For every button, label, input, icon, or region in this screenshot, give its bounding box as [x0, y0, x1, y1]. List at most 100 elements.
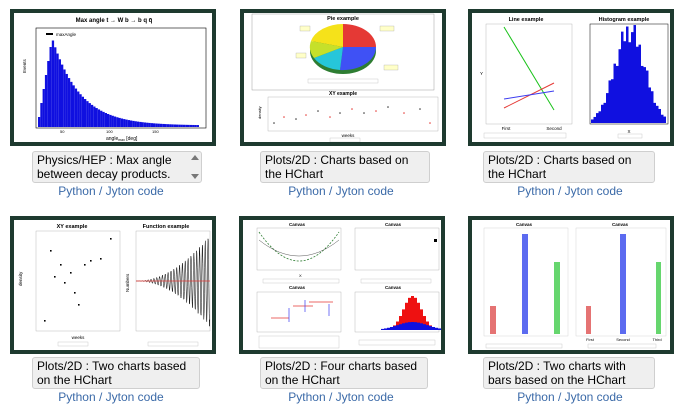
histogram-bar: [623, 41, 626, 123]
scroll-down-icon[interactable]: [191, 174, 199, 179]
xy-xlabel: weeks: [342, 133, 356, 138]
histogram-bar: [408, 297, 411, 330]
histogram-bar: [113, 116, 117, 127]
xy-title: XY example: [329, 91, 357, 97]
histogram-bar: [169, 124, 172, 127]
canvas-title-left: Canvas: [516, 222, 533, 227]
xy-point: [339, 112, 341, 114]
python-code-link[interactable]: Python / Jyton code: [58, 184, 164, 198]
caption-text: Plots/2D : Charts based on the HChart: [265, 153, 409, 181]
histogram-bar: [54, 47, 57, 127]
xy-point: [403, 112, 405, 114]
histogram-bar: [130, 120, 133, 127]
histogram-bar: [648, 87, 651, 123]
histogram-bar: [182, 124, 186, 127]
scroll-up-icon[interactable]: [191, 155, 199, 160]
histogram-bar: [79, 94, 82, 127]
histogram-bar: [411, 296, 414, 330]
histogram-bar: [661, 114, 664, 123]
canvas-title-3: Canvas: [289, 285, 306, 290]
xy-point: [54, 276, 56, 278]
histogram-bar: [40, 103, 43, 127]
histogram-bar: [381, 328, 384, 330]
histogram-bar: [120, 118, 124, 127]
function-title: Function example: [143, 224, 190, 230]
pie-chart: [309, 23, 377, 74]
caption-bar-charts: Plots/2D : Two charts with bars based on…: [483, 357, 655, 389]
thumbnail-bar-charts[interactable]: Canvas Canvas First Second Third: [468, 216, 674, 354]
caption-text: Physics/HEP : Max angle between decay pr…: [37, 153, 172, 181]
histogram-bar: [166, 124, 170, 127]
histogram-bar: [596, 113, 599, 123]
histogram-bar: [185, 124, 188, 127]
histogram-bar: [162, 123, 165, 127]
histogram-bar: [420, 309, 423, 330]
histogram-bar: [591, 119, 594, 123]
histogram-bar: [38, 117, 41, 127]
histogram-bar: [628, 42, 631, 123]
xy-ylabel: density: [257, 106, 262, 119]
histogram-bar: [408, 322, 411, 330]
caption-text: Plots/2D : Two charts with bars based on…: [488, 359, 626, 387]
histogram-bar: [146, 122, 149, 127]
histogram-bar: [61, 64, 64, 127]
python-code-link[interactable]: Python / Jyton code: [288, 184, 394, 198]
python-code-link[interactable]: Python / Jyton code: [288, 390, 394, 404]
histogram-bar: [405, 322, 408, 330]
histogram-bar: [127, 120, 130, 127]
histogram-bar: [95, 108, 98, 127]
caption-scrollbar[interactable]: [190, 153, 200, 181]
thumbnail-charts-hchart[interactable]: Pie example XY example weeks density: [240, 9, 446, 146]
histogram-bar: [643, 67, 646, 123]
histogram-bar: [111, 115, 114, 127]
line-cat2: Second: [546, 126, 562, 131]
xy-point: [295, 118, 297, 120]
thumbnail-line-histogram[interactable]: Line example First Second Y Histogram ex…: [468, 9, 674, 146]
svg-text:100: 100: [106, 129, 113, 134]
thumbnail-four-charts[interactable]: Canvas X Canvas Canvas Canvas: [239, 216, 445, 354]
xy-points: [273, 106, 431, 124]
histogram-bar: [631, 32, 634, 123]
histogram-bar: [405, 302, 408, 330]
histogram-bar: [107, 113, 110, 127]
histogram-bar: [399, 316, 402, 330]
legend-label: maxAngle: [56, 32, 77, 37]
histogram-bar: [402, 309, 405, 330]
x-axis-label: anglemax [deg]: [106, 136, 138, 142]
plot-title: Max angle t → W b → b q q̄: [76, 18, 153, 24]
histogram-bar: [159, 123, 163, 127]
histogram-bar: [423, 316, 426, 330]
histogram-bar: [171, 124, 174, 127]
histogram-bar: [155, 123, 158, 127]
histogram-bar: [420, 323, 423, 330]
histogram-bar: [84, 99, 87, 127]
function-curve: [136, 238, 211, 327]
histogram-bar: [178, 124, 181, 127]
histogram-bar: [651, 91, 654, 123]
xy-point: [44, 320, 46, 322]
python-code-link[interactable]: Python / Jyton code: [58, 390, 164, 404]
xy-point: [50, 250, 52, 252]
histogram-bar: [618, 49, 621, 123]
histogram-bar: [621, 31, 624, 123]
histogram-bar: [658, 108, 661, 123]
histogram-bars: [591, 25, 666, 123]
histogram-bar: [606, 93, 609, 123]
python-code-link[interactable]: Python / Jyton code: [517, 184, 623, 198]
histogram-bar: [187, 124, 190, 127]
histogram-bar: [192, 124, 195, 127]
histogram-bar: [86, 101, 89, 127]
python-code-link[interactable]: Python / Jyton code: [517, 390, 623, 404]
histogram-bar: [593, 116, 596, 123]
canvas-xlabel-1: X: [299, 273, 302, 278]
thumbnail-two-charts[interactable]: XY example weeks density Function exampl…: [10, 216, 216, 354]
xy-point: [90, 260, 92, 262]
histogram-bar: [608, 80, 611, 123]
canvas-title-4: Canvas: [385, 285, 402, 290]
xy-point: [329, 116, 331, 118]
xy-point: [305, 114, 307, 116]
histogram-bar: [646, 70, 649, 123]
thumbnail-max-angle[interactable]: Max angle t → W b → b q q̄ maxAngle Even…: [10, 9, 216, 146]
histogram-bar: [414, 297, 417, 330]
histogram-bar: [396, 325, 399, 330]
